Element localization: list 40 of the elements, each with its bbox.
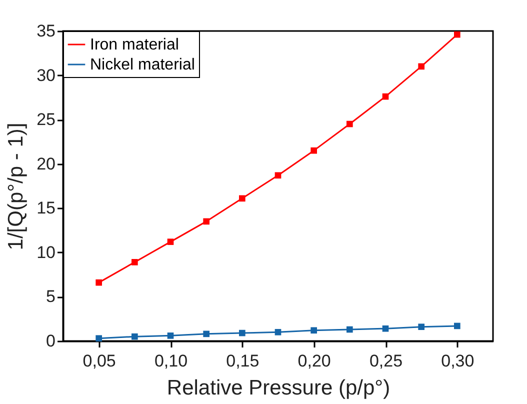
point — [346, 120, 353, 128]
y-tick-label: 5 — [46, 287, 56, 306]
point — [274, 328, 282, 336]
y-tick-label: 35 — [36, 22, 56, 40]
legend-label: Iron material — [90, 36, 179, 54]
x-axis-title: Relative Pressure (p/p°) — [166, 376, 390, 400]
x-tick-label: 0,05 — [82, 352, 116, 370]
point — [274, 172, 282, 179]
point — [203, 218, 210, 225]
y-tick-label: 10 — [36, 242, 56, 262]
x-tick-label: 0,20 — [298, 352, 331, 370]
point — [239, 195, 246, 202]
y-tick-label: 15 — [36, 198, 56, 218]
point — [454, 322, 460, 330]
point — [203, 330, 210, 338]
point — [167, 332, 174, 339]
y-tick-label: 25 — [36, 110, 56, 130]
x-tick-label: 0,10 — [154, 352, 188, 370]
point — [382, 325, 389, 332]
x-tick-label: 0,15 — [226, 352, 260, 370]
point — [382, 93, 389, 100]
point — [167, 238, 174, 245]
point — [239, 330, 246, 336]
y-tick-label: 0 — [46, 332, 56, 350]
y-tick-label: 30 — [36, 66, 56, 85]
point — [96, 279, 102, 286]
y-tick-label: 20 — [36, 154, 56, 174]
point — [454, 31, 460, 38]
x-tick-label: 0,25 — [369, 352, 403, 370]
point — [132, 333, 138, 340]
y-axis-title: 1/[Q(p°/p - 1)] — [4, 122, 28, 250]
point — [346, 326, 353, 333]
point — [310, 327, 317, 334]
x-tick-label: 0,30 — [441, 352, 474, 370]
point — [96, 335, 102, 342]
legend-label: Nickel material — [90, 56, 195, 74]
point — [418, 63, 424, 70]
point — [310, 147, 317, 154]
point — [132, 259, 138, 266]
point — [418, 324, 424, 330]
